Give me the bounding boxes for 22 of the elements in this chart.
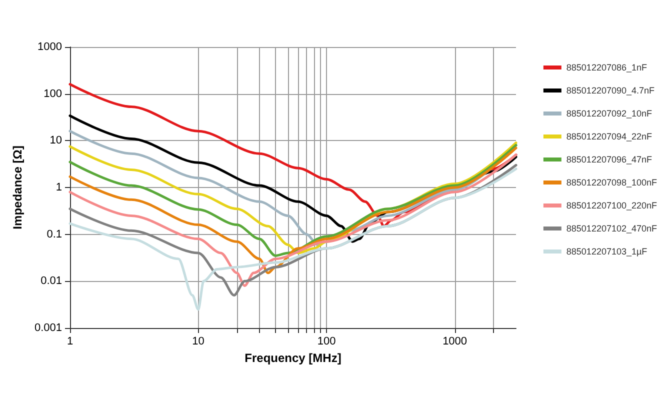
y-tick-label: 100 — [44, 88, 62, 100]
legend-label: 885012207086_1nF — [566, 62, 648, 72]
legend-label: 885012207102_470nF — [566, 224, 658, 234]
legend-label: 885012207100_220nF — [566, 200, 658, 210]
y-tick-label: 1 — [56, 182, 62, 194]
x-tick-label: 100 — [317, 336, 336, 348]
legend-label: 885012207098_100nF — [566, 178, 658, 188]
y-tick-label: 1000 — [38, 41, 62, 53]
legend-label: 885012207103_1µF — [566, 246, 648, 256]
y-axis-title: Impedance [Ω] — [10, 146, 25, 230]
x-tick-label: 1 — [66, 336, 74, 348]
y-tick-label: 0.01 — [40, 275, 62, 288]
y-tick-label: 0.1 — [46, 228, 62, 240]
x-axis-title: Frequency [MHz] — [244, 351, 342, 365]
legend-label: 885012207092_10nF — [566, 108, 652, 118]
x-tick-label: 10 — [192, 336, 204, 348]
y-tick-label: 10 — [50, 134, 62, 147]
legend-label: 885012207094_22nF — [566, 132, 652, 142]
legend-label: 885012207096_47nF — [566, 154, 652, 164]
legend-label: 885012207090_4.7nF — [566, 86, 655, 96]
y-tick-label: 0.001 — [34, 322, 62, 334]
x-tick-label: 1000 — [442, 336, 468, 348]
